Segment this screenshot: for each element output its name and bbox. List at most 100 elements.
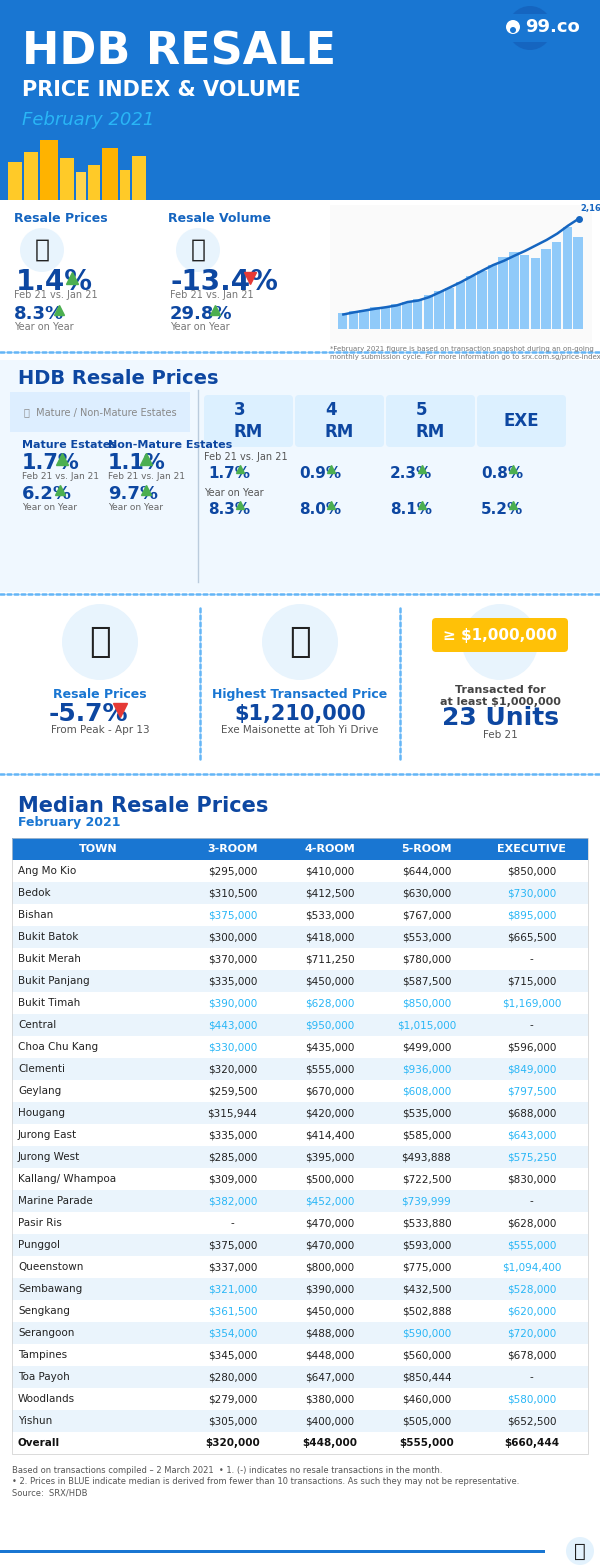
Text: $354,000: $354,000 xyxy=(208,1328,257,1338)
Bar xyxy=(530,257,540,329)
Text: Feb 21 vs. Jan 21: Feb 21 vs. Jan 21 xyxy=(14,290,98,299)
Text: Feb 21: Feb 21 xyxy=(482,731,517,740)
Text: -: - xyxy=(530,1196,533,1206)
Bar xyxy=(0,601,600,770)
Text: Serangoon: Serangoon xyxy=(18,1328,74,1338)
Bar xyxy=(413,298,422,329)
Bar xyxy=(499,257,508,329)
Text: $775,000: $775,000 xyxy=(402,1262,451,1272)
Text: Feb 21 vs. Jan 21: Feb 21 vs. Jan 21 xyxy=(170,290,254,299)
Text: Mature Estates: Mature Estates xyxy=(22,441,117,450)
Text: • 2. Prices in BLUE indicate median is derived from fewer than 10 transactions. : • 2. Prices in BLUE indicate median is d… xyxy=(12,1477,520,1486)
Text: 3-ROOM: 3-ROOM xyxy=(207,844,258,855)
Text: $470,000: $470,000 xyxy=(305,1218,354,1228)
Text: $493,888: $493,888 xyxy=(401,1152,451,1162)
Text: 5-ROOM: 5-ROOM xyxy=(401,844,452,855)
Bar xyxy=(120,169,130,201)
Text: $412,500: $412,500 xyxy=(305,887,354,898)
Text: $432,500: $432,500 xyxy=(402,1284,451,1294)
Bar xyxy=(359,309,369,329)
Text: 1.1%: 1.1% xyxy=(108,453,166,474)
Text: $670,000: $670,000 xyxy=(305,1087,354,1096)
Bar xyxy=(402,301,412,329)
Text: 29.8%: 29.8% xyxy=(170,306,233,323)
Text: $1,210,000: $1,210,000 xyxy=(234,704,366,724)
Text: PRICE INDEX & VOLUME: PRICE INDEX & VOLUME xyxy=(22,80,301,100)
Text: $443,000: $443,000 xyxy=(208,1021,257,1030)
Bar xyxy=(76,172,86,201)
Text: $320,000: $320,000 xyxy=(208,1065,257,1074)
Circle shape xyxy=(510,27,516,33)
Text: $560,000: $560,000 xyxy=(402,1350,451,1359)
Bar xyxy=(510,14,590,42)
Text: Kallang/ Whampoa: Kallang/ Whampoa xyxy=(18,1174,116,1184)
Text: $555,000: $555,000 xyxy=(399,1438,454,1447)
Text: $767,000: $767,000 xyxy=(402,909,451,920)
FancyBboxPatch shape xyxy=(432,618,568,652)
Text: Non-Mature Estates: Non-Mature Estates xyxy=(108,441,232,450)
Text: 6.2%: 6.2% xyxy=(22,485,72,503)
Text: Feb 21 vs. Jan 21: Feb 21 vs. Jan 21 xyxy=(108,472,185,480)
Bar xyxy=(12,1388,588,1410)
Text: 2,165: 2,165 xyxy=(581,204,600,213)
Text: $895,000: $895,000 xyxy=(507,909,556,920)
Text: $400,000: $400,000 xyxy=(305,1416,354,1425)
Text: $533,000: $533,000 xyxy=(305,909,354,920)
Text: Queenstown: Queenstown xyxy=(18,1262,83,1272)
Circle shape xyxy=(62,604,138,681)
Text: $320,000: $320,000 xyxy=(205,1438,260,1447)
Bar xyxy=(24,152,38,201)
Text: 3
RM: 3 RM xyxy=(234,401,263,441)
Bar xyxy=(12,837,588,859)
Text: February 2021: February 2021 xyxy=(18,815,121,828)
Bar xyxy=(370,307,380,329)
Text: Clementi: Clementi xyxy=(18,1065,65,1074)
Bar xyxy=(12,1366,588,1388)
Text: Feb 21 vs. Jan 21: Feb 21 vs. Jan 21 xyxy=(204,452,287,463)
Bar xyxy=(12,1058,588,1080)
Bar xyxy=(12,1080,588,1102)
Text: $643,000: $643,000 xyxy=(507,1131,556,1140)
Text: $259,500: $259,500 xyxy=(208,1087,257,1096)
Text: $715,000: $715,000 xyxy=(507,975,556,986)
Bar xyxy=(12,837,588,1454)
Text: -13.4%: -13.4% xyxy=(170,268,278,296)
Text: 🏢: 🏢 xyxy=(289,626,311,659)
Text: 📍: 📍 xyxy=(574,1541,586,1560)
Bar xyxy=(12,949,588,971)
Text: Tampines: Tampines xyxy=(18,1350,67,1359)
Bar xyxy=(12,1410,588,1432)
Circle shape xyxy=(20,227,64,271)
Text: $330,000: $330,000 xyxy=(208,1043,257,1052)
Text: Overall: Overall xyxy=(18,1438,60,1447)
Text: $590,000: $590,000 xyxy=(402,1328,451,1338)
Bar xyxy=(132,155,146,201)
Bar xyxy=(349,310,358,329)
Text: Punggol: Punggol xyxy=(18,1240,60,1250)
Bar xyxy=(8,162,22,201)
Text: Sengkang: Sengkang xyxy=(18,1306,70,1316)
Bar xyxy=(12,1432,588,1454)
Circle shape xyxy=(462,604,538,681)
Text: -: - xyxy=(530,953,533,964)
Text: $800,000: $800,000 xyxy=(305,1262,354,1272)
Text: $580,000: $580,000 xyxy=(507,1394,556,1403)
Text: $644,000: $644,000 xyxy=(402,866,451,877)
Text: Transacted for: Transacted for xyxy=(455,685,545,695)
Text: 9.7%: 9.7% xyxy=(108,485,158,503)
Text: February 2021: February 2021 xyxy=(22,111,154,129)
Text: $678,000: $678,000 xyxy=(507,1350,556,1359)
Bar xyxy=(0,361,600,593)
Circle shape xyxy=(176,227,220,271)
Text: $470,000: $470,000 xyxy=(305,1240,354,1250)
Text: $652,500: $652,500 xyxy=(507,1416,556,1425)
Text: 🏘  Mature / Non-Mature Estates: 🏘 Mature / Non-Mature Estates xyxy=(23,408,176,417)
Bar xyxy=(520,256,529,329)
Bar xyxy=(0,789,600,1568)
Text: monthly submission cycle. For more information go to srx.com.sg/price-index: monthly submission cycle. For more infor… xyxy=(330,354,600,361)
Text: $435,000: $435,000 xyxy=(305,1043,354,1052)
Text: $460,000: $460,000 xyxy=(402,1394,451,1403)
Bar xyxy=(12,1278,588,1300)
Text: Year on Year: Year on Year xyxy=(108,502,163,511)
Text: Year on Year: Year on Year xyxy=(14,321,74,332)
